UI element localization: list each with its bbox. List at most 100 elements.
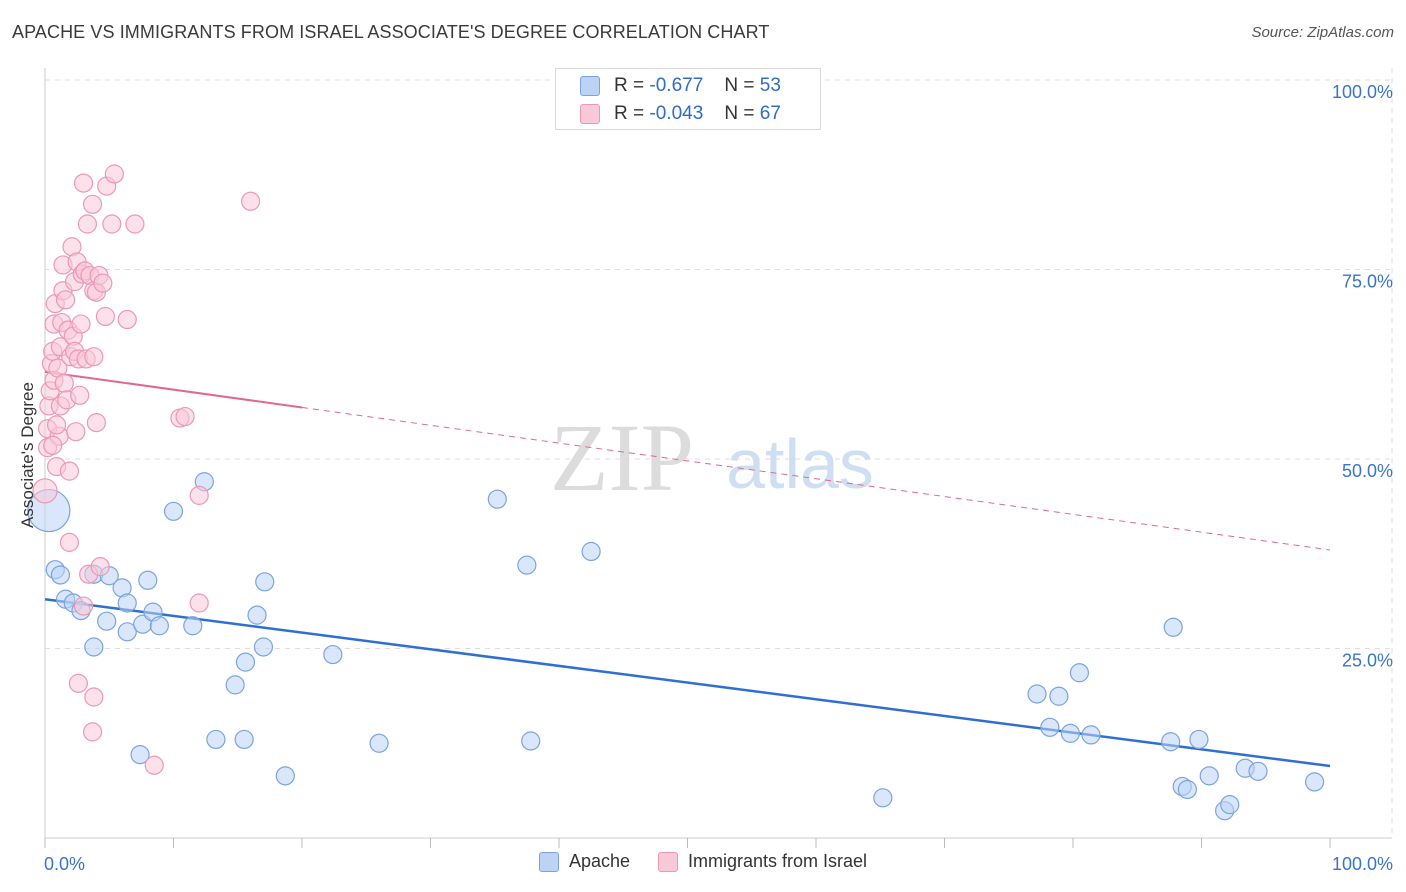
point-apache: [323, 644, 343, 665]
point-israel: [90, 557, 110, 577]
stats-swatch-apache: [580, 76, 600, 96]
point-israel: [102, 214, 122, 234]
trend-line-apache: [44, 597, 1331, 768]
point-apache: [234, 729, 254, 750]
point-apache: [873, 788, 893, 808]
y-tick-label: 25.0%: [1342, 651, 1393, 671]
point-israel: [95, 306, 115, 327]
point-apache: [521, 731, 541, 751]
point-israel: [84, 687, 104, 707]
stats-r-value: -0.043: [649, 103, 704, 124]
point-israel: [144, 755, 164, 775]
point-apache: [253, 637, 274, 657]
data-points: [27, 164, 1325, 821]
stats-r-label: R =: [614, 75, 645, 96]
legend-label-israel: Immigrants from Israel: [688, 851, 868, 871]
point-israel: [32, 478, 58, 504]
point-apache: [517, 555, 537, 575]
point-apache: [255, 572, 275, 592]
legend-swatch-israel: [658, 851, 678, 872]
point-israel: [66, 422, 86, 442]
point-israel: [93, 273, 113, 293]
point-apache: [97, 611, 117, 631]
stats-row-apache: R = -0.677 N = 53: [580, 73, 781, 99]
trend-lines: [44, 370, 1331, 768]
point-apache: [235, 652, 256, 672]
point-israel: [73, 596, 94, 616]
point-israel: [77, 214, 98, 234]
legend-item-israel[interactable]: Immigrants from Israel: [658, 851, 867, 872]
point-apache: [1027, 684, 1047, 704]
point-israel: [241, 191, 261, 211]
source-label: Source: ZipAtlas.com: [1251, 24, 1394, 41]
point-israel: [59, 532, 80, 552]
point-apache: [1163, 617, 1183, 637]
point-apache: [1040, 717, 1060, 737]
watermark-atlas: atlas: [726, 425, 874, 503]
point-apache: [1220, 795, 1240, 815]
point-apache: [117, 593, 137, 613]
y-tick-label: 75.0%: [1342, 272, 1393, 292]
point-apache: [206, 729, 226, 750]
point-israel: [59, 461, 80, 481]
point-apache: [1199, 766, 1219, 786]
point-apache: [1189, 729, 1209, 750]
point-israel: [189, 485, 209, 505]
point-israel: [46, 415, 67, 435]
legend-item-apache[interactable]: Apache: [538, 851, 630, 872]
point-apache: [149, 616, 169, 636]
point-apache: [1177, 779, 1197, 800]
point-israel: [70, 385, 90, 405]
point-apache: [1081, 725, 1101, 745]
point-israel: [104, 164, 124, 184]
point-israel: [54, 373, 74, 393]
stats-r-label: R =: [614, 103, 645, 124]
tick-labels: 25.0% 50.0% 75.0% 100.0% 0.0% 100.0%: [44, 82, 1393, 874]
point-apache: [130, 745, 150, 765]
point-israel: [55, 290, 76, 310]
legend-swatch-apache: [538, 851, 559, 872]
point-apache: [275, 766, 295, 786]
point-apache: [1304, 772, 1325, 792]
point-israel: [86, 413, 107, 433]
point-apache: [50, 565, 71, 585]
point-israel: [84, 347, 104, 367]
watermark-zip: ZIP: [550, 404, 694, 511]
trend-line-israel: [44, 370, 303, 409]
point-apache: [84, 637, 104, 657]
point-apache: [117, 622, 137, 642]
stats-row-israel: R = -0.043 N = 67: [580, 101, 781, 127]
point-israel: [189, 593, 209, 613]
point-israel: [73, 173, 94, 193]
point-israel: [68, 673, 89, 693]
point-israel: [43, 435, 63, 455]
point-israel: [125, 214, 145, 234]
stats-swatch-israel: [580, 104, 600, 124]
point-apache: [1248, 761, 1268, 781]
point-apache: [1161, 732, 1181, 752]
point-apache: [1069, 663, 1090, 683]
x-tick-label: 100.0%: [1332, 854, 1393, 874]
point-apache: [581, 541, 601, 562]
y-axis-label: Associate's Degree: [18, 382, 37, 528]
stats-r-value: -0.677: [649, 75, 704, 96]
point-israel: [117, 309, 137, 330]
point-apache: [183, 616, 203, 636]
point-israel: [82, 194, 103, 214]
trend-line-israel-dashed: [301, 406, 1331, 551]
point-israel: [82, 722, 103, 742]
point-apache: [225, 675, 245, 695]
point-apache: [369, 733, 389, 753]
chart-title: APACHE VS IMMIGRANTS FROM ISRAEL ASSOCIA…: [12, 22, 770, 42]
y-tick-label: 50.0%: [1342, 461, 1393, 481]
point-apache: [1060, 723, 1081, 743]
legend: Apache Immigrants from Israel: [0, 851, 1406, 872]
point-apache: [1049, 686, 1069, 706]
stats-n-value: 67: [759, 103, 781, 124]
point-israel: [175, 406, 195, 427]
y-tick-label: 100.0%: [1332, 82, 1393, 102]
legend-label-apache: Apache: [568, 851, 630, 871]
point-apache: [138, 570, 158, 590]
grid: [45, 68, 1393, 838]
point-apache: [163, 501, 184, 521]
